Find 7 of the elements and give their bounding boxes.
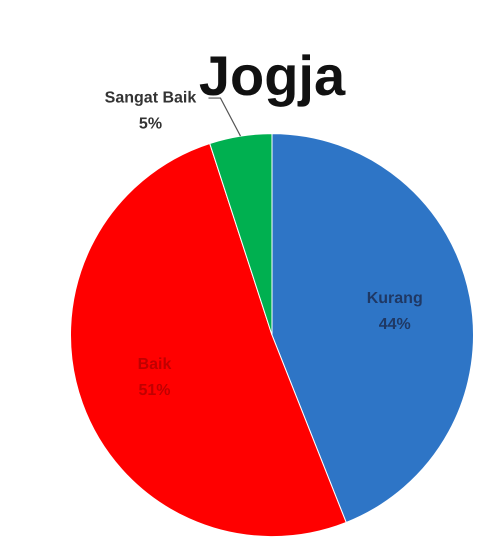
slice-label: Sangat Baik [104, 89, 196, 106]
data-label: 5% [138, 115, 162, 132]
slice-label: Baik [138, 356, 172, 373]
chart-title: Jogja [198, 44, 346, 108]
data-label: 44% [378, 316, 411, 334]
data-label: 51% [138, 382, 170, 399]
slice-label: Kurang [366, 290, 423, 308]
